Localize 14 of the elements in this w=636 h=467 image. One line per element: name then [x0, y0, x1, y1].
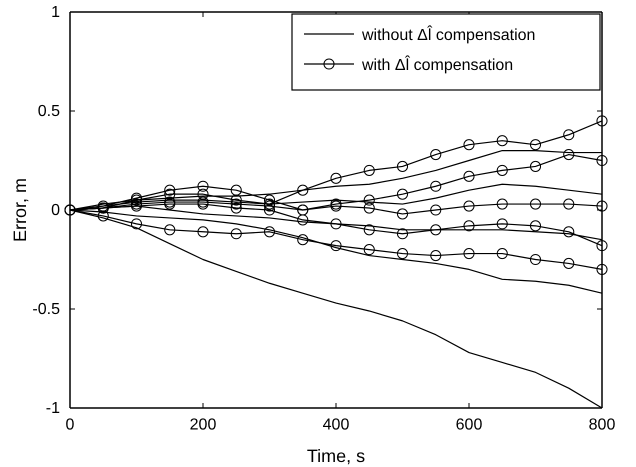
- x-axis-title: Time, s: [306, 446, 366, 466]
- x-tick-label: 200: [190, 416, 216, 434]
- legend-label: without Δl̂ compensation: [361, 25, 536, 44]
- legend-label: with Δl̂ compensation: [361, 55, 514, 74]
- y-tick-label: 1: [51, 4, 60, 22]
- y-tick-label: 0.5: [38, 103, 60, 120]
- x-tick-label: 0: [66, 416, 75, 434]
- x-tick-label: 800: [588, 416, 616, 434]
- x-tick-label: 600: [456, 416, 482, 434]
- y-tick-label: -1: [46, 400, 60, 418]
- y-tick-label: -0.5: [32, 301, 60, 318]
- y-tick-label: 0: [51, 202, 60, 220]
- y-axis-title: Error, m: [10, 178, 30, 242]
- x-tick-label: 400: [322, 416, 350, 434]
